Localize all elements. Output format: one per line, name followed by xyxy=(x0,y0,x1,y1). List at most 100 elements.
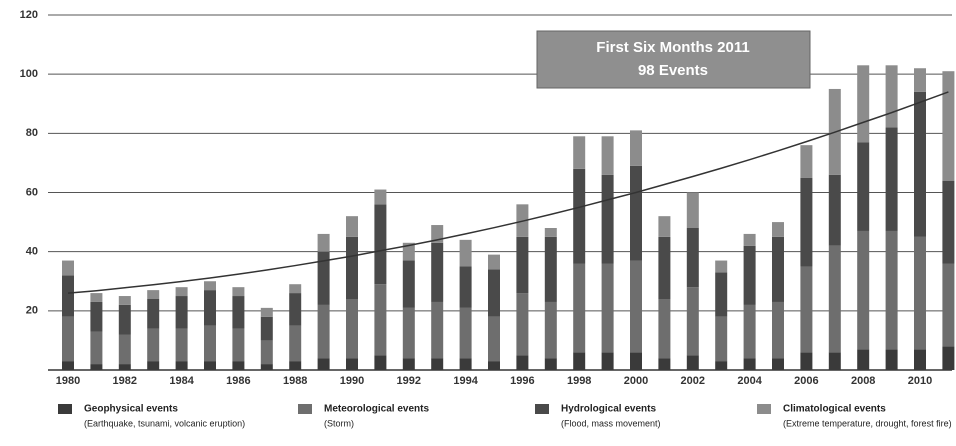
x-tick-label: 1990 xyxy=(340,375,364,387)
bar-segment xyxy=(175,328,188,362)
bar-segment xyxy=(658,358,671,370)
legend-description: (Flood, mass movement) xyxy=(561,418,661,428)
bar-segment xyxy=(62,361,74,370)
annotation-box xyxy=(536,30,811,89)
x-tick-label: 2004 xyxy=(737,375,762,387)
y-tick-label: 100 xyxy=(20,68,38,80)
y-tick-label: 80 xyxy=(26,127,38,139)
bar-segment xyxy=(204,290,216,326)
bar-segment xyxy=(942,71,955,181)
bar-segment xyxy=(715,361,728,370)
y-tick-label: 40 xyxy=(26,246,38,258)
y-tick-label: 120 xyxy=(20,9,38,21)
bar-segment xyxy=(317,358,330,370)
legend-label: Geophysical events xyxy=(84,404,178,415)
bar-segment xyxy=(62,260,74,276)
x-tick-label: 2006 xyxy=(794,375,818,387)
bar-segment xyxy=(459,239,472,267)
bar-segment xyxy=(857,230,870,350)
bar-segment xyxy=(772,236,784,302)
y-tick-label: 60 xyxy=(26,186,38,198)
bar-segment xyxy=(942,263,955,347)
x-tick-label: 1984 xyxy=(169,375,194,387)
bar-segment xyxy=(488,361,500,370)
bar-segment xyxy=(885,349,898,370)
bar-segment xyxy=(118,334,131,365)
bar-segment xyxy=(573,168,586,264)
bar-segment xyxy=(289,293,302,326)
legend-swatch xyxy=(535,404,549,414)
bar-segment xyxy=(800,177,813,267)
bar-segment xyxy=(772,358,784,370)
bar-segment xyxy=(62,316,74,362)
y-tick-label: 20 xyxy=(26,305,38,317)
x-tick-label: 2002 xyxy=(681,375,705,387)
bar-segment xyxy=(743,304,756,359)
bar-segment xyxy=(686,228,699,288)
bar-segment xyxy=(317,304,330,359)
x-tick-label: 1988 xyxy=(283,375,307,387)
bar-segment xyxy=(90,301,103,332)
bar-segment xyxy=(374,355,387,370)
bar-segment xyxy=(914,91,926,237)
bar-segment xyxy=(374,204,387,285)
bar-segment xyxy=(204,281,216,291)
bar-segment xyxy=(232,361,245,370)
bar-segment xyxy=(289,361,302,370)
legend-swatch xyxy=(757,404,771,414)
bar-segment xyxy=(232,287,245,297)
bar-segment xyxy=(232,328,245,362)
x-tick-label: 1996 xyxy=(510,375,534,387)
x-tick-label: 1994 xyxy=(453,375,478,387)
bar-segment xyxy=(857,349,870,370)
bar-segment xyxy=(658,236,671,299)
bar-segment xyxy=(431,242,444,302)
bar-segment xyxy=(431,301,444,359)
bar-segment xyxy=(346,236,358,299)
bar-segment xyxy=(630,165,642,261)
x-tick-label: 2010 xyxy=(908,375,932,387)
bar-segment xyxy=(743,245,756,305)
bar-segment xyxy=(857,65,870,143)
bar-segment xyxy=(942,346,955,370)
x-tick-label: 1982 xyxy=(113,375,137,387)
bar-segment xyxy=(601,174,614,264)
bar-segment xyxy=(601,263,614,353)
bar-segment xyxy=(630,260,642,353)
bar-segment xyxy=(828,174,841,246)
bar-segment xyxy=(516,293,529,356)
bar-segment xyxy=(459,307,472,359)
legend-swatch xyxy=(298,404,312,414)
x-tick-label: 1986 xyxy=(226,375,250,387)
x-tick-label: 2008 xyxy=(851,375,875,387)
bar-segment xyxy=(459,266,472,308)
bar-segment xyxy=(772,222,784,237)
legend-label: Hydrological events xyxy=(561,404,656,415)
bar-segment xyxy=(260,307,273,317)
bar-segment xyxy=(686,192,699,228)
bar-segment xyxy=(118,364,131,370)
bar-segment xyxy=(90,364,103,370)
bar-segment xyxy=(402,307,415,359)
bar-segment xyxy=(289,284,302,294)
annotation-line: First Six Months 2011 xyxy=(596,39,749,56)
annotation-line: 98 Events xyxy=(638,62,708,79)
bar-segment xyxy=(715,316,728,362)
bar-segment xyxy=(914,68,926,92)
bar-segment xyxy=(544,236,557,302)
bar-segment xyxy=(544,228,557,237)
bar-segment xyxy=(573,352,586,370)
legend-label: Climatological events xyxy=(783,404,886,415)
bar-segment xyxy=(828,245,841,353)
bar-segment xyxy=(885,65,898,128)
bar-segment xyxy=(431,225,444,243)
bar-segment xyxy=(346,299,358,359)
x-tick-label: 1980 xyxy=(56,375,80,387)
bar-segment xyxy=(630,352,642,370)
bar-segment xyxy=(317,233,330,252)
bar-segment xyxy=(147,328,160,362)
bar-segment xyxy=(885,127,898,231)
bar-segment xyxy=(402,242,415,261)
bar-segment xyxy=(601,352,614,370)
bar-segment xyxy=(62,275,74,317)
